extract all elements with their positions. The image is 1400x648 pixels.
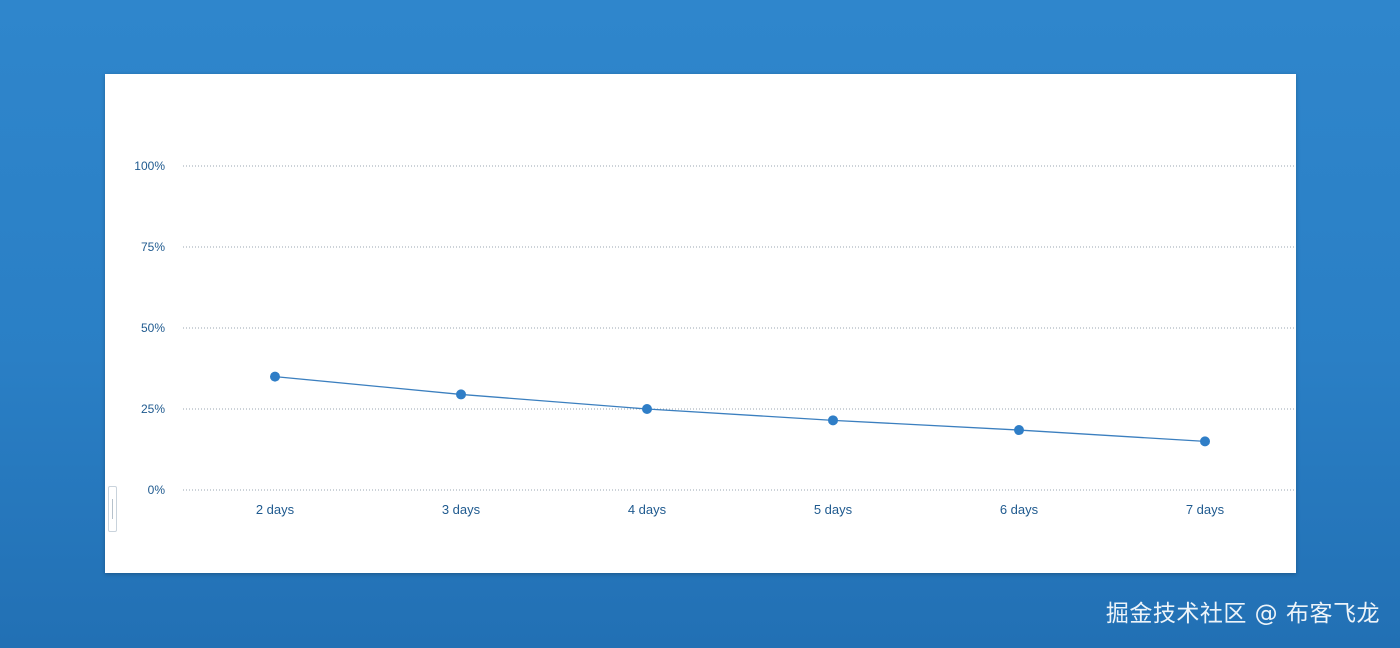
y-tick-label: 75%	[141, 240, 165, 254]
y-tick-label: 50%	[141, 321, 165, 335]
x-tick-label: 5 days	[814, 502, 853, 517]
x-axis-ticks: 2 days 3 days 4 days 5 days 6 days 7 days	[256, 502, 1225, 517]
data-point[interactable]	[642, 404, 652, 414]
series-polyline	[274, 375, 1206, 443]
line-chart: 0% 25% 50% 75% 100% 2 days 3 days 4 days 5 days…	[134, 159, 1296, 517]
watermark-text: 掘金技术社区 @ 布客飞龙	[1105, 601, 1380, 627]
data-point[interactable]	[1014, 425, 1024, 436]
y-tick-label: 100%	[134, 159, 165, 173]
data-point[interactable]	[1200, 436, 1210, 447]
x-tick-label: 6 days	[1000, 502, 1039, 517]
y-tick-label: 0%	[148, 483, 166, 497]
y-axis-ticks: 0% 25% 50% 75% 100%	[134, 159, 165, 497]
resize-handle[interactable]	[108, 486, 117, 532]
x-tick-label: 4 days	[628, 502, 667, 517]
data-point[interactable]	[270, 371, 280, 382]
y-tick-label: 25%	[141, 402, 165, 416]
x-tick-label: 2 days	[256, 502, 295, 517]
data-point[interactable]	[828, 415, 838, 426]
x-tick-label: 7 days	[1186, 502, 1225, 517]
grid-lines	[183, 165, 1296, 491]
series-line	[274, 375, 1206, 443]
chart-card: 0% 25% 50% 75% 100% 2 days 3 days 4 days 5 days…	[105, 74, 1296, 573]
series-points	[270, 371, 1210, 447]
x-tick-label: 3 days	[442, 502, 481, 517]
data-point[interactable]	[456, 389, 466, 400]
